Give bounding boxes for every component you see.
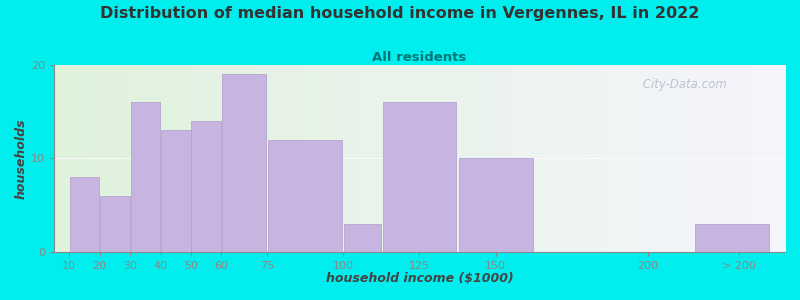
- Bar: [130, 102, 160, 252]
- Bar: [344, 224, 381, 252]
- Bar: [222, 74, 266, 252]
- Bar: [70, 177, 99, 252]
- Bar: [382, 102, 456, 252]
- Bar: [268, 140, 342, 252]
- Y-axis label: households: households: [15, 118, 28, 199]
- Text: City-Data.com: City-Data.com: [638, 78, 726, 91]
- Title: All residents: All residents: [372, 51, 466, 64]
- Bar: [161, 130, 190, 252]
- Bar: [191, 121, 221, 252]
- Bar: [100, 196, 130, 252]
- Bar: [458, 158, 533, 252]
- Bar: [694, 224, 769, 252]
- X-axis label: household income ($1000): household income ($1000): [326, 272, 514, 285]
- Text: Distribution of median household income in Vergennes, IL in 2022: Distribution of median household income …: [100, 6, 700, 21]
